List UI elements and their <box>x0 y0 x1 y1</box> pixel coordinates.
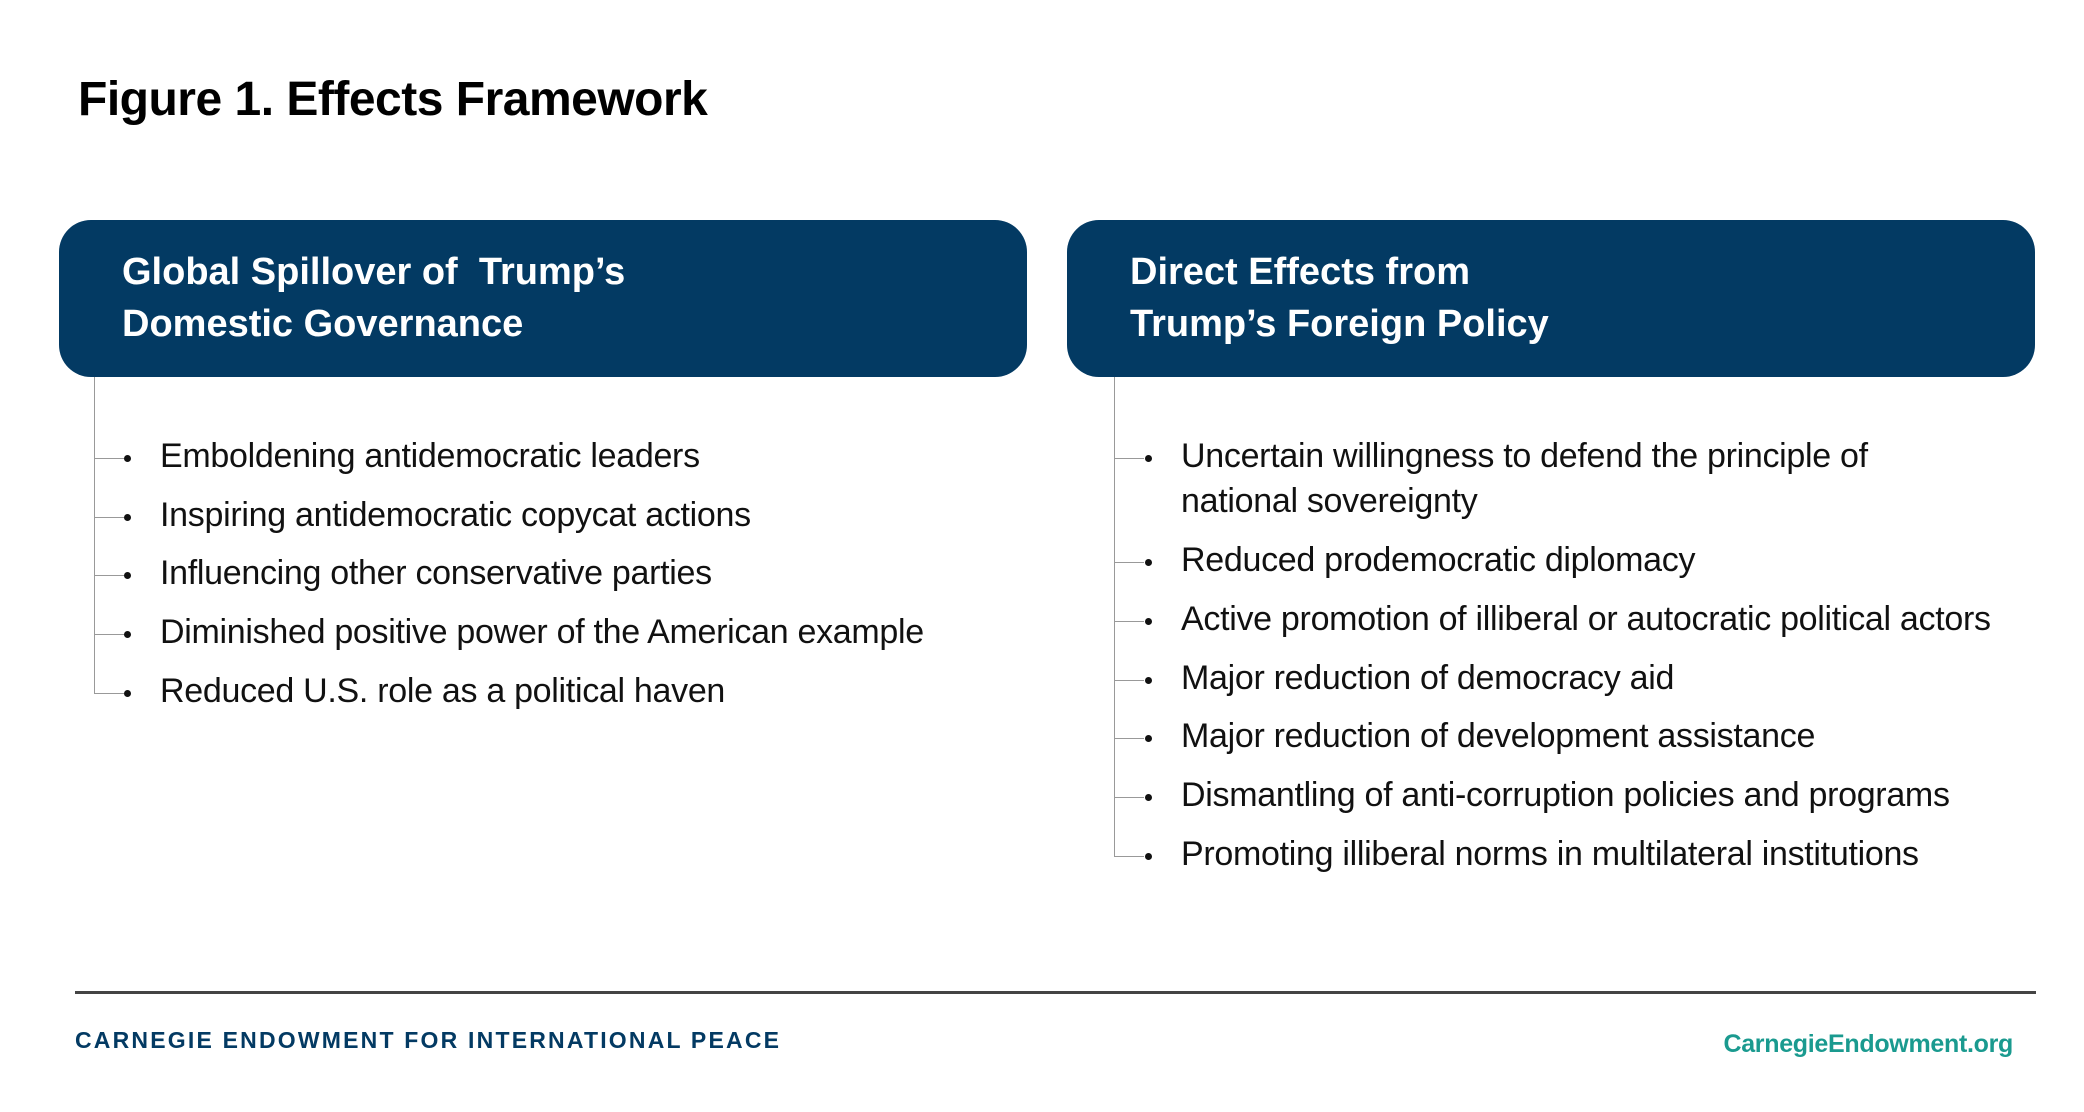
connector-tick <box>94 458 124 459</box>
bullet-icon <box>1145 559 1152 566</box>
connector-tick <box>1114 738 1144 739</box>
column-header-line: Direct Effects from <box>1130 251 1470 293</box>
list-item: Active promotion of illiberal or autocra… <box>1181 600 1991 638</box>
list-item: Influencing other conservative parties <box>160 554 712 592</box>
footer-divider <box>75 991 2036 994</box>
column-header-domestic: Global Spillover of Trump’s Domestic Gov… <box>59 220 1027 377</box>
list-item: Uncertain willingness to defend the prin… <box>1181 437 1868 520</box>
connector-tick <box>94 575 124 576</box>
figure-title: Figure 1. Effects Framework <box>78 73 708 126</box>
connector-tick <box>1114 856 1144 857</box>
column-header-line: Global Spillover of Trump’s <box>122 251 626 293</box>
list-item: Promoting illiberal norms in multilatera… <box>1181 835 1919 873</box>
list-item: Inspiring antidemocratic copycat actions <box>160 496 751 534</box>
column-header-line: Trump’s Foreign Policy <box>1130 303 1549 345</box>
bullet-icon <box>1145 853 1152 860</box>
bullet-icon <box>1145 794 1152 801</box>
bullet-icon <box>1145 677 1152 684</box>
column-header-foreign: Direct Effects from Trump’s Foreign Poli… <box>1067 220 2035 377</box>
list-item: Dismantling of anti-corruption policies … <box>1181 776 1950 814</box>
bullet-icon <box>124 631 131 638</box>
connector-tick <box>1114 458 1144 459</box>
bullet-icon <box>124 690 131 697</box>
list-item: Major reduction of democracy aid <box>1181 659 1675 697</box>
connector-tick <box>94 634 124 635</box>
connector-tick <box>1114 680 1144 681</box>
bullet-icon <box>124 455 131 462</box>
list-item: Reduced U.S. role as a political haven <box>160 672 726 710</box>
bullet-icon <box>1145 455 1152 462</box>
connector-line-left <box>94 377 95 693</box>
connector-tick <box>94 517 124 518</box>
connector-tick <box>1114 562 1144 563</box>
connector-tick <box>1114 797 1144 798</box>
list-item: Emboldening antidemocratic leaders <box>160 437 700 475</box>
bullet-icon <box>124 572 131 579</box>
bullet-icon <box>124 514 131 521</box>
bullet-icon <box>1145 735 1152 742</box>
list-item: Diminished positive power of the America… <box>160 613 924 651</box>
connector-tick <box>1114 621 1144 622</box>
bullet-icon <box>1145 618 1152 625</box>
list-item: Major reduction of development assistanc… <box>1181 717 1816 755</box>
footer-organization: CARNEGIE ENDOWMENT FOR INTERNATIONAL PEA… <box>75 1027 782 1053</box>
column-header-line: Domestic Governance <box>122 303 524 345</box>
connector-tick <box>94 693 124 694</box>
list-item: Reduced prodemocratic diplomacy <box>1181 541 1696 579</box>
footer-website-link[interactable]: CarnegieEndowment.org <box>1723 1030 2013 1058</box>
connector-line-right <box>1114 377 1115 856</box>
